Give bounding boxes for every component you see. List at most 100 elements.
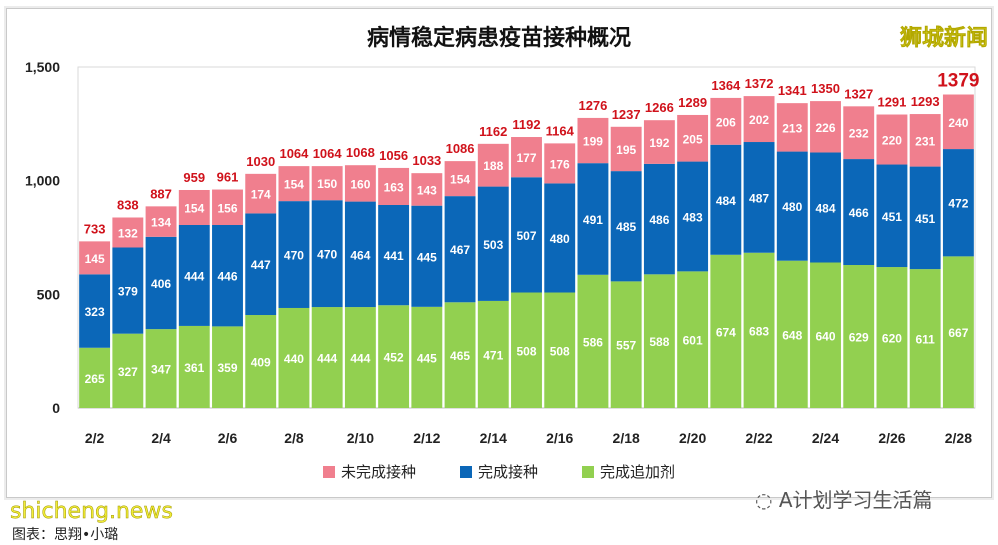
total-label: 1327 <box>844 86 873 101</box>
segment-value-label: 451 <box>915 212 935 226</box>
total-label: 1086 <box>446 141 475 156</box>
segment-value-label: 192 <box>649 136 669 150</box>
bar-segment <box>610 171 642 282</box>
bar-segment <box>344 307 376 408</box>
bar-segment <box>178 189 210 225</box>
segment-value-label: 231 <box>915 134 935 148</box>
segment-value-label: 154 <box>184 201 204 215</box>
bar-segment <box>278 166 310 202</box>
bar-segment <box>112 247 144 334</box>
x-tick-label: 2/24 <box>812 430 839 446</box>
segment-value-label: 361 <box>184 361 204 375</box>
bar-segment <box>444 196 476 303</box>
x-tick-label: 2/18 <box>613 430 640 446</box>
segment-value-label: 480 <box>782 200 802 214</box>
segment-value-label: 485 <box>616 220 636 234</box>
segment-value-label: 491 <box>583 213 603 227</box>
segment-value-label: 629 <box>849 331 869 345</box>
bar-segment <box>245 315 277 408</box>
x-tick-label: 2/6 <box>218 430 238 446</box>
bar-segment <box>577 117 609 164</box>
segment-value-label: 588 <box>649 335 669 349</box>
total-label: 1164 <box>546 123 575 138</box>
segment-value-label: 445 <box>417 250 437 264</box>
bar-segment <box>643 120 675 164</box>
total-label: 1379 <box>937 71 979 92</box>
x-tick-label: 2/10 <box>347 430 374 446</box>
legend-item: 完成追加剂 <box>582 463 675 481</box>
segment-value-label: 507 <box>516 229 536 243</box>
bar-segment <box>743 252 775 408</box>
bar-segment <box>344 165 376 202</box>
bar-segment <box>610 281 642 408</box>
segment-value-label: 483 <box>683 210 703 224</box>
legend-swatch <box>459 466 472 478</box>
segment-value-label: 240 <box>948 116 968 130</box>
segment-value-label: 323 <box>85 305 105 319</box>
bar-segment <box>942 256 974 408</box>
segment-value-label: 359 <box>217 361 237 375</box>
legend-swatch <box>322 466 335 478</box>
segment-value-label: 226 <box>815 121 835 135</box>
bar-segment <box>212 224 243 327</box>
segment-value-label: 154 <box>450 173 470 187</box>
wechat-icon: ◌ <box>755 488 779 512</box>
total-label: 733 <box>84 221 106 236</box>
segment-value-label: 480 <box>550 232 570 246</box>
bar-segment <box>444 302 476 408</box>
x-tick-label: 2/20 <box>679 430 706 446</box>
bar-segment <box>909 269 941 408</box>
bar-segment <box>311 200 343 308</box>
segment-value-label: 150 <box>317 177 337 191</box>
segment-value-label: 487 <box>749 191 769 205</box>
segment-value-label: 452 <box>384 351 404 365</box>
bar-segment <box>776 260 808 408</box>
chart-frame <box>6 8 992 498</box>
total-label: 1192 <box>512 117 540 132</box>
bar-segment <box>876 267 908 408</box>
segment-value-label: 213 <box>782 121 802 135</box>
bar-segment <box>444 161 476 197</box>
segment-value-label: 202 <box>749 113 769 127</box>
bar-segment <box>411 173 443 206</box>
x-tick-label: 2/16 <box>546 430 573 446</box>
total-label: 1350 <box>811 81 840 96</box>
segment-value-label: 265 <box>85 372 105 386</box>
total-label: 1068 <box>346 145 375 160</box>
segment-value-label: 465 <box>450 349 470 363</box>
segment-value-label: 177 <box>516 151 536 165</box>
watermark-bottom-left: shicheng.news <box>10 499 173 524</box>
total-label: 1364 <box>711 78 741 93</box>
bar-segment <box>909 166 941 270</box>
segment-value-label: 444 <box>317 352 337 366</box>
wechat-watermark: ◌ A计划学习生活篇 <box>755 488 933 512</box>
segment-value-label: 601 <box>683 334 703 348</box>
x-tick-label: 2/28 <box>945 430 972 446</box>
x-tick-label: 2/26 <box>878 430 905 446</box>
legend-item: 未完成接种 <box>322 463 416 481</box>
segment-value-label: 188 <box>483 159 503 173</box>
bar-segment <box>311 307 343 408</box>
bar-segment <box>710 97 742 145</box>
segment-value-label: 205 <box>683 132 703 146</box>
bar-segment <box>942 149 974 257</box>
segment-value-label: 611 <box>915 333 935 347</box>
bar-segment <box>776 151 808 261</box>
segment-value-label: 220 <box>882 134 902 148</box>
bar-segment <box>245 173 277 214</box>
y-tick-label: 1,000 <box>25 173 60 189</box>
bar-segment <box>477 186 509 301</box>
bar-segment <box>411 205 443 307</box>
bar-segment <box>278 307 310 408</box>
segment-value-label: 484 <box>815 201 835 215</box>
bar-segment <box>577 274 609 408</box>
bar-segment <box>79 241 111 275</box>
total-label: 887 <box>150 186 172 201</box>
segment-value-label: 409 <box>251 356 271 370</box>
segment-value-label: 620 <box>882 332 902 346</box>
bar-segment <box>843 265 875 408</box>
bar-segment <box>378 305 410 408</box>
bar-segment <box>710 254 742 408</box>
bar-segment <box>145 206 177 237</box>
